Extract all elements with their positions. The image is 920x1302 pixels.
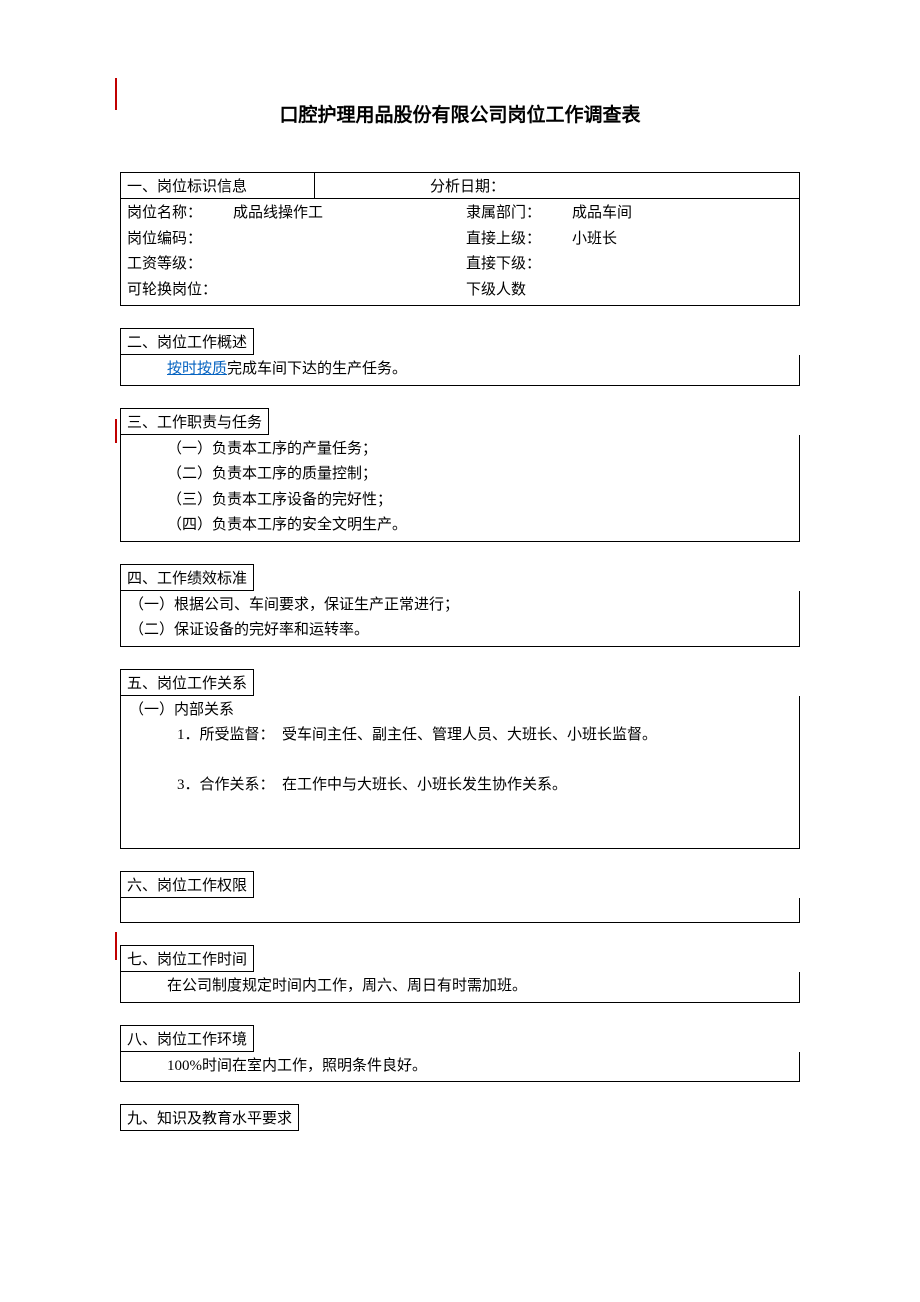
section4-header-wrap: 四、工作绩效标准 xyxy=(120,564,800,591)
department-label: 隶属部门： xyxy=(466,201,554,227)
salary-level-label: 工资等级： xyxy=(127,252,215,278)
section5-header: 五、岗位工作关系 xyxy=(120,669,254,696)
revision-marker xyxy=(115,932,117,960)
subordinate-label: 直接下级： xyxy=(466,252,554,278)
superior-label: 直接上级： xyxy=(466,227,554,253)
section3-item3: （三）负责本工序设备的完好性； xyxy=(129,488,791,514)
section9-header-wrap: 九、知识及教育水平要求 xyxy=(120,1104,800,1131)
section3-item2: （二）负责本工序的质量控制； xyxy=(129,462,791,488)
section1-left-col: 岗位名称： 成品线操作工 岗位编码： 工资等级： 可轮换岗位： xyxy=(121,199,460,305)
section4-header: 四、工作绩效标准 xyxy=(120,564,254,591)
section4-item1: （一）根据公司、车间要求，保证生产正常进行； xyxy=(129,593,791,619)
department-value: 成品车间 xyxy=(554,201,632,227)
section8-content: 100%时间在室内工作，照明条件良好。 xyxy=(120,1052,800,1083)
position-name-value: 成品线操作工 xyxy=(215,201,323,227)
position-name-label: 岗位名称： xyxy=(127,201,215,227)
superior-value: 小班长 xyxy=(554,227,617,253)
section5-header-wrap: 五、岗位工作关系 xyxy=(120,669,800,696)
section2-content: 按时按质完成车间下达的生产任务。 xyxy=(120,355,800,386)
sub-count-label: 下级人数 xyxy=(466,278,554,304)
section5-content: （一）内部关系 1．所受监督： 受车间主任、副主任、管理人员、大班长、小班长监督… xyxy=(120,696,800,850)
section8-header: 八、岗位工作环境 xyxy=(120,1025,254,1052)
revision-marker xyxy=(115,78,117,110)
section7-header: 七、岗位工作时间 xyxy=(120,945,254,972)
section5-item3: 3．合作关系： 在工作中与大班长、小班长发生协作关系。 xyxy=(129,773,791,799)
section1-info-table: 岗位名称： 成品线操作工 岗位编码： 工资等级： 可轮换岗位： 隶属部门： 成品… xyxy=(120,199,800,306)
section8-header-wrap: 八、岗位工作环境 xyxy=(120,1025,800,1052)
analysis-date-label: 分析日期： xyxy=(315,172,800,199)
section1-header-row: 一、岗位标识信息 分析日期： xyxy=(120,172,800,199)
section7-header-wrap: 七、岗位工作时间 xyxy=(120,945,800,972)
section2-link[interactable]: 按时按质 xyxy=(167,361,227,377)
section4-content: （一）根据公司、车间要求，保证生产正常进行； （二）保证设备的完好率和运转率。 xyxy=(120,591,800,647)
section1-header: 一、岗位标识信息 xyxy=(120,172,315,199)
section8-text: 100%时间在室内工作，照明条件良好。 xyxy=(129,1054,791,1080)
section7-text: 在公司制度规定时间内工作，周六、周日有时需加班。 xyxy=(129,974,791,1000)
section6-header: 六、岗位工作权限 xyxy=(120,871,254,898)
position-code-label: 岗位编码： xyxy=(127,227,215,253)
section4-item2: （二）保证设备的完好率和运转率。 xyxy=(129,618,791,644)
rotate-position-label: 可轮换岗位： xyxy=(127,278,217,304)
section6-content xyxy=(120,898,800,923)
section3-header-wrap: 三、工作职责与任务 xyxy=(120,408,800,435)
section7-content: 在公司制度规定时间内工作，周六、周日有时需加班。 xyxy=(120,972,800,1003)
section2-rest: 完成车间下达的生产任务。 xyxy=(227,361,407,377)
section3-item4: （四）负责本工序的安全文明生产。 xyxy=(129,513,791,539)
section5-sub-header: （一）内部关系 xyxy=(129,698,791,724)
section3-content: （一）负责本工序的产量任务； （二）负责本工序的质量控制； （三）负责本工序设备… xyxy=(120,435,800,542)
section2-header-wrap: 二、岗位工作概述 xyxy=(120,328,800,355)
document-title: 口腔护理用品股份有限公司岗位工作调查表 xyxy=(120,100,800,127)
section9-header: 九、知识及教育水平要求 xyxy=(120,1104,299,1131)
section1-right-col: 隶属部门： 成品车间 直接上级： 小班长 直接下级： 下级人数 xyxy=(460,199,799,305)
section3-item1: （一）负责本工序的产量任务； xyxy=(129,437,791,463)
section6-header-wrap: 六、岗位工作权限 xyxy=(120,871,800,898)
section2-header: 二、岗位工作概述 xyxy=(120,328,254,355)
section3-header: 三、工作职责与任务 xyxy=(120,408,269,435)
revision-marker xyxy=(115,419,117,443)
section5-item1: 1．所受监督： 受车间主任、副主任、管理人员、大班长、小班长监督。 xyxy=(129,723,791,749)
